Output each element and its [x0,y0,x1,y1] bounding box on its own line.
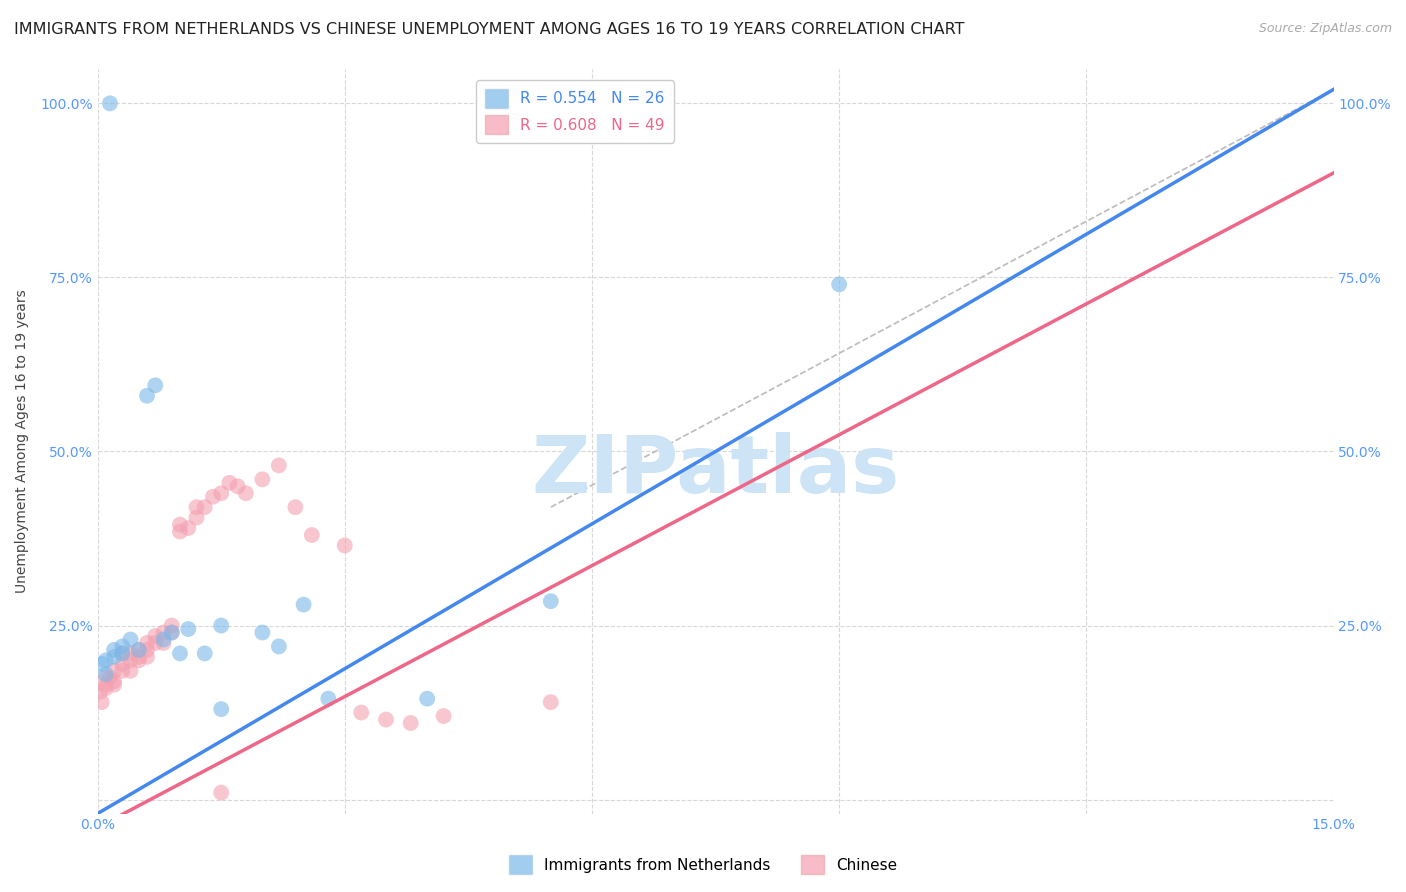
Point [169,524,191,539]
Point [177,521,200,535]
Point [103,674,125,689]
Point [89,684,111,698]
Point [90,657,112,671]
Point [540,695,562,709]
Point [94,671,117,685]
Point [120,647,142,661]
Point [209,702,232,716]
Text: ZIPatlas: ZIPatlas [531,432,900,510]
Point [209,786,232,800]
Point [111,647,134,661]
Point [136,643,159,657]
Point [235,486,257,500]
Point [828,277,851,292]
Point [111,647,134,661]
Point [94,653,117,667]
Point [143,636,166,650]
Legend: R = 0.554   N = 26, R = 0.608   N = 49: R = 0.554 N = 26, R = 0.608 N = 49 [477,80,673,143]
Point [333,539,356,553]
Point [399,716,422,731]
Point [209,486,232,500]
Point [350,706,373,720]
Point [433,709,456,723]
Point [169,647,191,661]
Point [103,649,125,664]
Point [94,667,117,681]
Point [128,643,150,657]
Point [292,598,315,612]
Point [143,378,166,392]
Point [103,664,125,678]
Point [267,640,290,654]
Y-axis label: Unemployment Among Ages 16 to 19 years: Unemployment Among Ages 16 to 19 years [15,289,30,593]
Point [120,632,142,647]
Point [226,479,249,493]
Point [103,643,125,657]
Point [90,695,112,709]
Point [252,625,274,640]
Point [160,625,183,640]
Point [186,510,208,524]
Point [169,517,191,532]
Point [103,678,125,692]
Point [111,664,134,678]
Point [284,500,307,515]
Point [128,643,150,657]
Point [111,657,134,671]
Point [94,678,117,692]
Point [301,528,323,542]
Point [128,649,150,664]
Point [416,691,439,706]
Point [152,625,174,640]
Point [160,625,183,640]
Point [201,490,224,504]
Text: Source: ZipAtlas.com: Source: ZipAtlas.com [1258,22,1392,36]
Point [94,681,117,696]
Point [186,500,208,515]
Point [136,649,159,664]
Point [120,653,142,667]
Point [194,647,217,661]
Point [177,622,200,636]
Legend: Immigrants from Netherlands, Chinese: Immigrants from Netherlands, Chinese [503,849,903,880]
Point [136,389,159,403]
Point [194,500,217,515]
Point [111,640,134,654]
Point [318,691,340,706]
Point [540,594,562,608]
Point [120,664,142,678]
Text: IMMIGRANTS FROM NETHERLANDS VS CHINESE UNEMPLOYMENT AMONG AGES 16 TO 19 YEARS CO: IMMIGRANTS FROM NETHERLANDS VS CHINESE U… [14,22,965,37]
Point [375,713,398,727]
Point [160,618,183,632]
Point [128,653,150,667]
Point [98,96,121,111]
Point [143,629,166,643]
Point [152,636,174,650]
Point [136,636,159,650]
Point [98,671,121,685]
Point [252,472,274,486]
Point [267,458,290,473]
Point [218,475,240,490]
Point [152,632,174,647]
Point [209,618,232,632]
